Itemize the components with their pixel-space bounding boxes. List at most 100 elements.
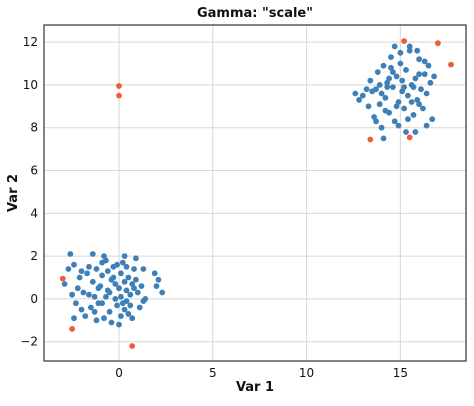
x-tick-label: 5 xyxy=(209,366,217,380)
scatter-point xyxy=(121,278,128,285)
scatter-point xyxy=(406,47,413,54)
y-tick-label: 8 xyxy=(30,121,38,135)
scatter-point xyxy=(369,88,376,95)
scatter-point xyxy=(405,92,411,99)
scatter-point xyxy=(408,99,415,105)
scatter-point xyxy=(134,289,141,296)
scatter-point xyxy=(410,112,417,118)
scatter-point xyxy=(153,283,160,289)
scatter-point xyxy=(363,86,370,93)
scatter-point xyxy=(73,300,79,307)
scatter-point xyxy=(121,253,128,259)
outlier-point xyxy=(406,134,413,141)
scatter-point xyxy=(416,71,422,78)
scatter-point xyxy=(86,291,92,298)
scatter-point xyxy=(93,317,100,324)
scatter-point xyxy=(127,302,134,309)
scatter-point xyxy=(131,266,137,272)
scatter-point xyxy=(108,319,115,326)
scatter-point xyxy=(61,281,68,287)
grid-lines xyxy=(44,25,466,361)
scatter-point xyxy=(118,313,124,319)
scatter-point xyxy=(119,259,126,266)
scatter-point xyxy=(91,308,98,315)
scatter-point xyxy=(136,304,143,311)
scatter-point xyxy=(99,272,105,279)
scatter-point xyxy=(119,300,126,307)
scatter-point xyxy=(431,73,437,80)
scatter-point xyxy=(123,287,130,294)
scatter-point xyxy=(421,71,428,78)
scatter-point xyxy=(378,124,385,131)
scatter-point xyxy=(382,94,389,101)
scatter-point xyxy=(418,86,424,93)
scatter-point xyxy=(121,306,128,313)
scatter-point xyxy=(395,122,402,129)
x-tick-label: 0 xyxy=(115,366,123,380)
scatter-point xyxy=(151,270,158,277)
scatter-point xyxy=(65,266,72,272)
scatter-point xyxy=(84,270,90,277)
scatter-point xyxy=(352,90,359,97)
scatter-point xyxy=(378,90,385,97)
scatter-point xyxy=(412,129,419,135)
y-tick-label: 10 xyxy=(23,78,38,92)
scatter-point xyxy=(155,276,162,283)
plot-frame xyxy=(43,24,467,362)
y-tick-label: 4 xyxy=(30,206,38,220)
scatter-point xyxy=(388,64,394,71)
outlier-point xyxy=(116,83,122,89)
scatter-point xyxy=(429,116,436,123)
x-tick-label: 15 xyxy=(393,366,408,380)
scatter-point xyxy=(103,293,109,300)
scatter-point xyxy=(106,289,113,296)
scatter-point xyxy=(367,77,374,84)
outlier-point xyxy=(69,326,75,332)
scatter-point xyxy=(89,251,96,257)
scatter-point xyxy=(106,308,113,315)
scatter-point xyxy=(376,82,383,88)
scatter-point xyxy=(359,92,366,99)
scatter-point xyxy=(95,285,102,292)
scatter-point xyxy=(356,97,362,103)
scatter-point xyxy=(93,266,100,272)
scatter-point xyxy=(133,255,139,262)
scatter-point xyxy=(159,289,166,296)
y-tick-label: 12 xyxy=(23,35,38,49)
scatter-point xyxy=(365,103,372,110)
scatter-point xyxy=(416,56,422,63)
scatter-point xyxy=(421,58,428,65)
scatter-point xyxy=(140,298,147,304)
tick-labels: 0 5 10 15 −2 0 2 4 6 8 10 12 xyxy=(20,35,408,380)
scatter-point xyxy=(393,73,400,80)
scatter-point xyxy=(397,49,404,56)
scatter-point xyxy=(131,285,137,292)
scatter-point xyxy=(78,268,85,274)
chart-title: Gamma: "scale" xyxy=(197,6,313,21)
scatter-point xyxy=(78,306,85,313)
scatter-point xyxy=(71,261,77,268)
scatter-point xyxy=(118,270,124,277)
scatter-point xyxy=(123,263,130,270)
outlier-point xyxy=(401,38,407,44)
scatter-point xyxy=(110,274,117,281)
scatter-point xyxy=(112,281,119,287)
outlier-point xyxy=(59,275,66,282)
scatter-point xyxy=(86,263,92,270)
y-tick-label: 6 xyxy=(30,164,38,178)
scatter-point xyxy=(114,261,120,268)
scatter-point xyxy=(410,84,417,90)
scatter-point xyxy=(414,47,421,54)
scatter-point xyxy=(112,296,119,302)
scatter-point xyxy=(380,62,387,69)
scatter-point xyxy=(391,43,398,50)
scatter-point xyxy=(416,101,422,108)
outlier-point xyxy=(129,343,136,349)
scatter-point xyxy=(99,259,105,266)
scatter-point xyxy=(423,90,430,97)
scatter-point xyxy=(101,315,107,322)
scatter-point xyxy=(427,79,434,86)
scatter-point xyxy=(406,43,413,50)
outlier-point xyxy=(435,40,441,47)
